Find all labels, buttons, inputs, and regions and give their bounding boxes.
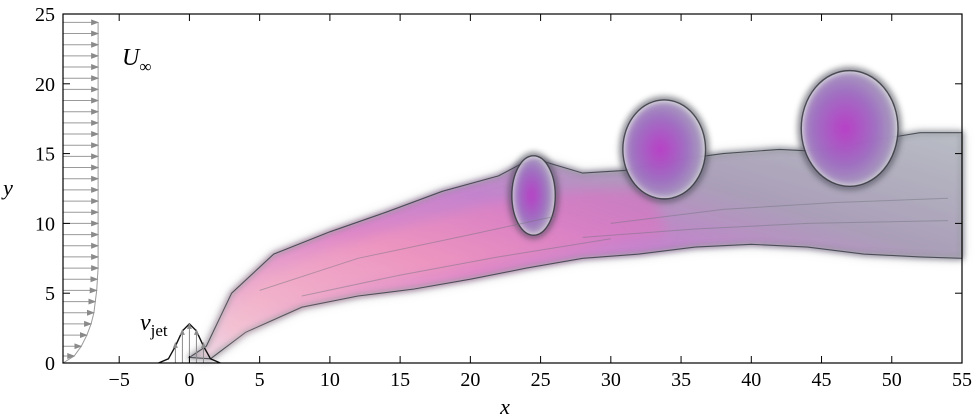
y-tick-label: 0 [45, 353, 55, 375]
plume-streak-1 [259, 215, 555, 291]
freestream-label: U∞ [122, 45, 151, 76]
x-tick-label: 55 [952, 369, 972, 391]
plume-streak-2 [301, 238, 611, 297]
vortex-edge-1 [511, 155, 556, 236]
vortex-edge-3 [800, 69, 899, 188]
y-tick-label: 25 [35, 4, 55, 26]
y-axis-label: y [1, 175, 13, 200]
x-tick-label: 40 [741, 369, 761, 391]
plume-streak-4 [582, 220, 949, 238]
x-tick-label: 15 [390, 369, 410, 391]
y-tick-label: 10 [35, 213, 55, 235]
plume-streak-3 [610, 197, 949, 224]
x-tick-label: 45 [812, 369, 832, 391]
x-tick-label: 50 [882, 369, 902, 391]
y-tick-label: 5 [45, 283, 55, 305]
jet-velocity-profile [158, 322, 221, 364]
x-tick-label: 25 [531, 369, 551, 391]
x-tick-label: 35 [671, 369, 691, 391]
x-tick-label: 10 [320, 369, 340, 391]
plot-frame [62, 13, 963, 364]
x-tick-label: 0 [184, 369, 194, 391]
plot-axes: −5 0 5 10 15 20 25 30 35 40 45 50 55 0 5 10 15 20 25 [35, 4, 972, 391]
freestream-profile-curve [62, 22, 99, 364]
vortex-core-3 [803, 72, 896, 185]
x-axis-label: x [499, 394, 510, 418]
x-tick-label: 5 [255, 369, 265, 391]
vortex-core-1 [513, 157, 554, 234]
x-tick-label: 20 [460, 369, 480, 391]
y-tick-label: 20 [35, 74, 55, 96]
y-tick-label: 15 [35, 144, 55, 166]
vortex-core-2 [624, 101, 704, 197]
plume-core [224, 188, 667, 343]
plume-visualization [186, 66, 964, 360]
freestream-velocity-profile [62, 14, 100, 364]
vortex-edge-2 [622, 99, 707, 200]
x-tick-label: −5 [109, 369, 130, 391]
jet-velocity-label: vjet [140, 310, 168, 340]
x-tick-label: 30 [601, 369, 621, 391]
